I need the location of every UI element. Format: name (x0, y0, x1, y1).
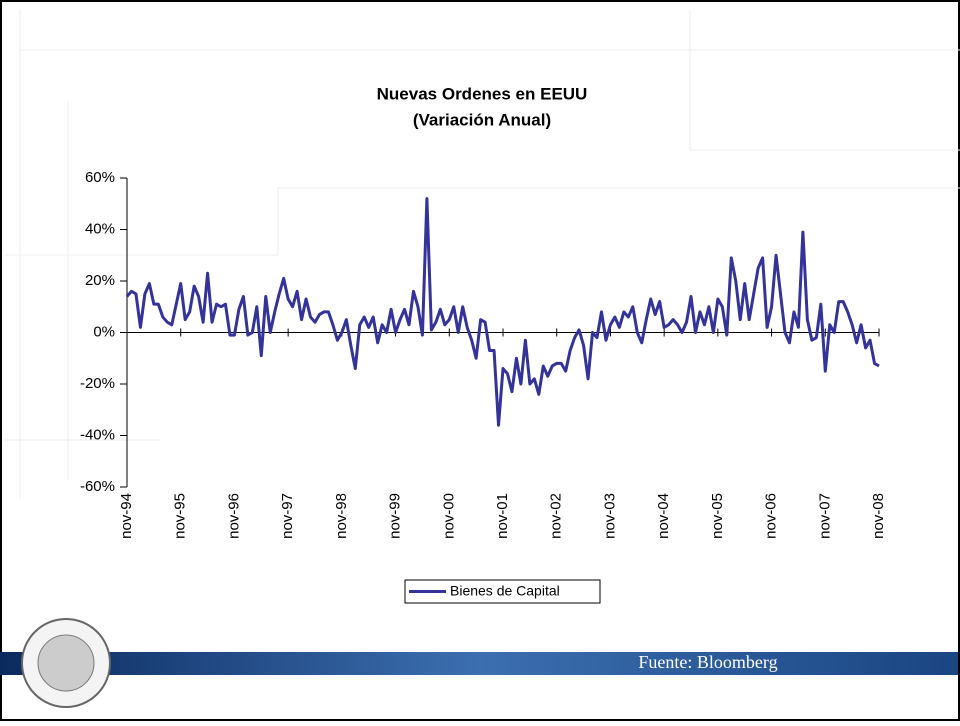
data-line (125, 197, 880, 427)
decoration (5, 10, 960, 500)
x-tick-label: nov-05 (709, 493, 726, 539)
x-tick-label: nov-04 (655, 493, 672, 539)
legend-label: Bienes de Capital (450, 583, 560, 599)
x-tick-label: nov-95 (172, 493, 189, 539)
x-tick-label: nov-98 (333, 493, 350, 539)
y-tick-label: -20% (80, 375, 115, 392)
y-tick-label: 60% (85, 169, 115, 186)
y-tick-label: 0% (93, 323, 115, 340)
y-tick-label: 20% (85, 272, 115, 289)
y-tick-label: -40% (80, 426, 115, 443)
x-tick-label: nov-02 (548, 493, 565, 539)
footer-band (0, 652, 958, 675)
y-tick-label: -60% (80, 478, 115, 495)
x-tick-label: nov-03 (601, 493, 618, 539)
source: Fuente: Bloomberg (638, 652, 777, 672)
x-tick-label: nov-99 (387, 493, 404, 539)
logo-inner (37, 634, 95, 692)
x-tick-label: nov-06 (763, 493, 780, 539)
chart-title: Nuevas Ordenes en EEUU (377, 84, 588, 103)
y-tick-label: 40% (85, 220, 115, 237)
x-tick-label: nov-94 (118, 493, 135, 539)
x-tick-label: nov-07 (816, 493, 833, 539)
legend-box (404, 579, 601, 604)
x-tick-label: nov-97 (279, 493, 296, 539)
x-tick-label: nov-08 (870, 493, 887, 539)
x-tick-label: nov-01 (494, 493, 511, 539)
x-tick-label: nov-96 (225, 493, 242, 539)
chart-subtitle: (Variación Anual) (413, 110, 551, 129)
x-tick-label: nov-00 (440, 493, 457, 539)
